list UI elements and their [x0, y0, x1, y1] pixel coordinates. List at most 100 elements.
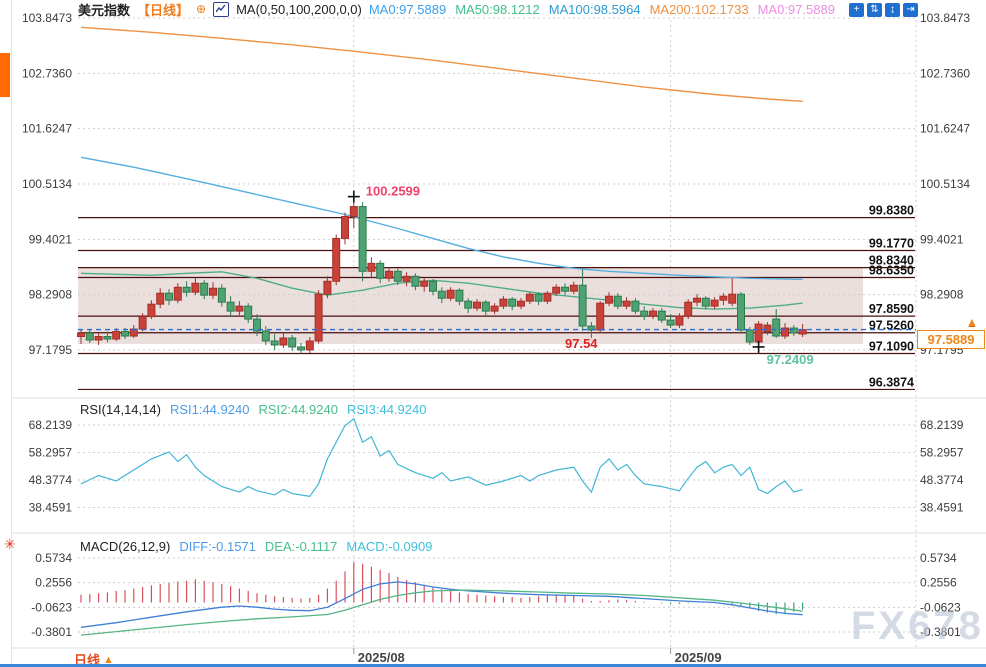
candle-body [358, 206, 367, 272]
scale-axis-icon[interactable]: ⇅ [867, 3, 882, 17]
candle-body [640, 310, 649, 317]
ma-legend-item: MA0:97.5889 [368, 1, 447, 17]
candle-body [429, 280, 437, 292]
macd-axis-label: -0.0623 [920, 600, 961, 614]
ma-legend-item: MA200:102.1733 [649, 1, 749, 17]
candle-body [288, 337, 297, 348]
main-chart-header: 美元指数 【日线】 ⊕ MA(0,50,100,200,0,0) MA0:97.… [78, 1, 844, 18]
rsi-legend-item: RSI3:44.9240 [346, 402, 427, 417]
bottom-window-edge [0, 664, 986, 667]
candle-body [675, 315, 684, 326]
candle-body [525, 293, 534, 302]
rsi-axis-label: 58.2957 [920, 446, 964, 460]
candle-body [649, 310, 657, 317]
candle-body [701, 297, 710, 307]
candle-body [165, 292, 173, 301]
price-annotation: 100.2599 [366, 184, 420, 199]
macd-axis-label: -0.3801 [920, 625, 961, 639]
macd-axis-label: 0.2556 [35, 576, 72, 590]
candle-body [217, 287, 226, 303]
candle-body [332, 237, 341, 282]
level-label: 96.3874 [869, 375, 914, 389]
candle-body [772, 318, 781, 337]
candle-body [517, 300, 525, 307]
price-axis-label: 103.8473 [22, 11, 72, 25]
candle-body [182, 286, 191, 293]
price-axis-label: 102.7360 [920, 66, 970, 80]
candle-body [173, 286, 182, 301]
alert-burst-icon[interactable]: ✳ [4, 536, 16, 552]
candle-body [270, 340, 279, 346]
candle-body [666, 319, 675, 326]
price-up-arrow-icon: ▲ [966, 315, 978, 329]
level-label: 98.8340 [869, 254, 914, 268]
price-annotation: 97.54 [565, 336, 598, 351]
candle-body [728, 293, 737, 304]
ma-legend-item: MA0:97.5889 [757, 1, 835, 17]
candle-body [719, 295, 728, 301]
price-axis-label: 101.6247 [22, 122, 72, 136]
crosshair-icon[interactable]: + [849, 3, 864, 17]
move-right-icon[interactable]: ⇥ [903, 3, 918, 17]
rsi-header: RSI(14,14,14) RSI1:44.9240 RSI2:44.9240 RSI… [80, 402, 426, 417]
ma50-line [80, 271, 803, 310]
price-axis-label: 98.2908 [920, 288, 964, 302]
candle-body [473, 301, 481, 309]
date-label: 2025/08 [358, 650, 405, 665]
candle-body [314, 293, 323, 342]
candle-body [411, 275, 420, 287]
macd-axis-label: -0.0623 [31, 600, 72, 614]
candle-body [349, 206, 358, 218]
candle-body [77, 332, 85, 338]
price-axis-label: 101.6247 [920, 122, 970, 136]
rsi-title: RSI(14,14,14) [80, 402, 161, 417]
candle-body [376, 262, 385, 279]
candle-body [94, 336, 103, 341]
ma200-line [80, 26, 803, 102]
macd-diff-line [80, 581, 803, 628]
price-annotation: 97.2409 [767, 352, 814, 367]
candle-body [437, 290, 446, 299]
candle-body [147, 303, 156, 318]
candle-body [490, 305, 499, 312]
level-label: 98.6350 [869, 264, 914, 278]
candle-body [499, 298, 508, 307]
candle-body [261, 330, 270, 342]
candle-body [622, 300, 631, 307]
price-axis-label: 100.5134 [920, 177, 970, 191]
candle-body [481, 301, 490, 312]
rsi-axis-label: 58.2957 [29, 446, 73, 460]
candle-body [464, 300, 473, 309]
candle-body [191, 282, 200, 293]
candle-body [323, 280, 332, 295]
candle-body [446, 289, 455, 299]
candle-body [297, 346, 305, 351]
macd-legend-item: DIFF:-0.1571 [179, 539, 256, 554]
candle-body [745, 329, 754, 343]
ma-legend: MA0:97.5889 MA50:98.1212 MA100:98.5964 MA20… [369, 2, 844, 17]
rsi-axis-label: 48.3774 [920, 473, 964, 487]
period-selector-label[interactable]: 日线 [74, 653, 101, 667]
toolbar: + ⇅ ↨ ⇥ [849, 3, 918, 17]
macd-header: MACD(26,12,9) DIFF:-0.1571 DEA:-0.1117 MACD… [80, 539, 432, 554]
auto-scale-icon[interactable]: ↨ [885, 3, 900, 17]
expand-icon[interactable]: ⊕ [196, 2, 207, 16]
candle-body [569, 284, 578, 292]
candle-body [552, 286, 561, 294]
candle-body [393, 270, 402, 282]
current-price-tag: 97.5889 [917, 330, 985, 349]
price-axis-label: 97.1795 [29, 343, 73, 357]
candle-body [367, 262, 376, 272]
macd-axis-label: 0.5734 [920, 551, 957, 565]
macd-dea-line [80, 589, 803, 636]
chart-icon[interactable] [213, 1, 230, 17]
period-selector[interactable]: 日线 ▲ [74, 650, 114, 667]
price-axis-label: 99.4021 [920, 232, 964, 246]
level-label: 97.8590 [869, 302, 914, 316]
level-label: 97.1090 [869, 339, 914, 353]
candle-body [341, 216, 349, 239]
candle-body [596, 302, 605, 331]
level-label: 99.8380 [869, 204, 914, 218]
